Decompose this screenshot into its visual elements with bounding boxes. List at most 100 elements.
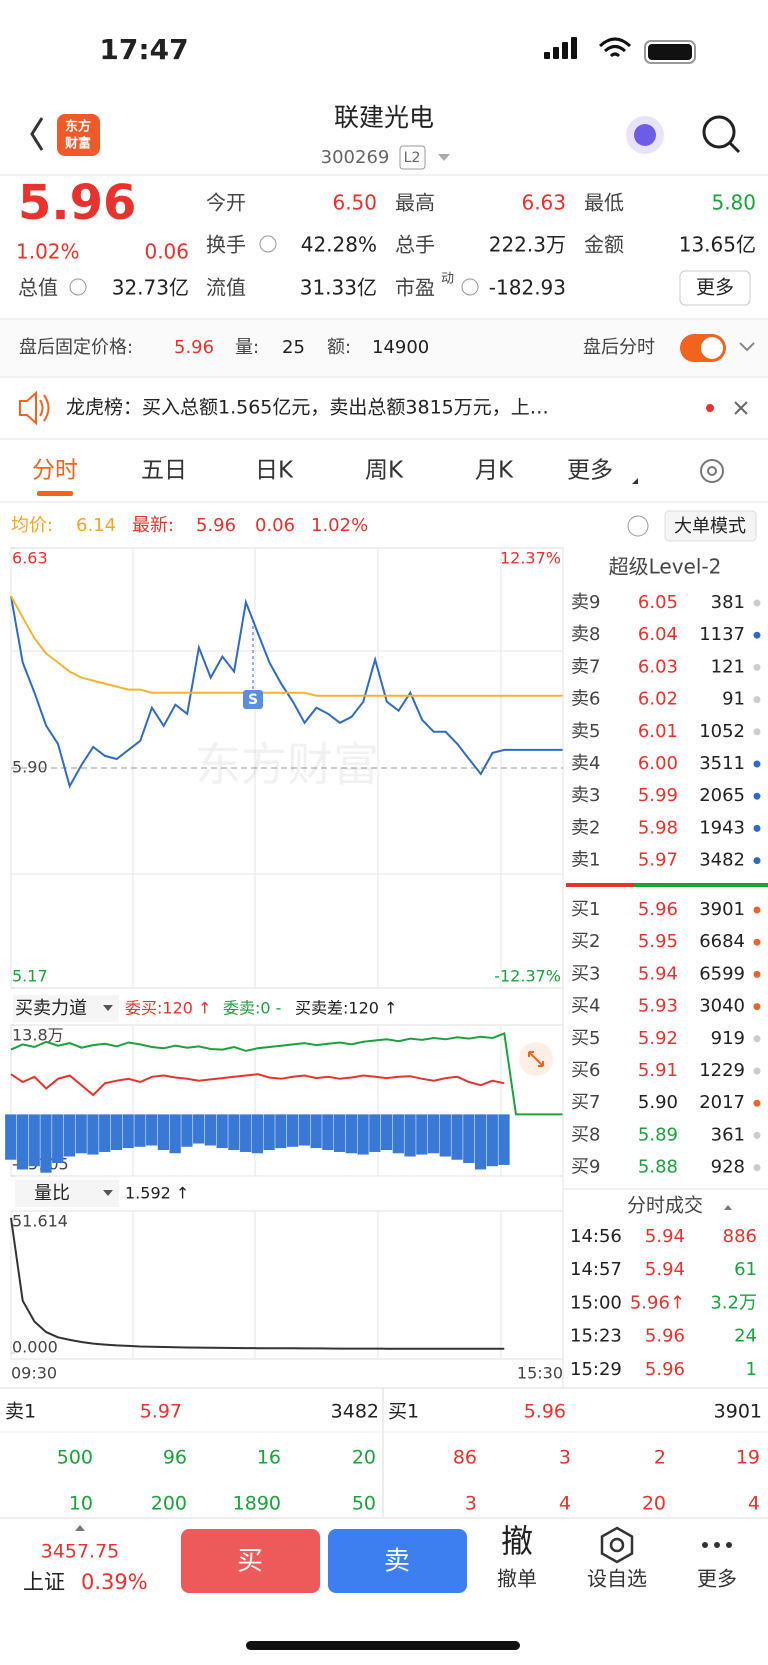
book-price: 6.03 xyxy=(638,656,678,677)
bar xyxy=(240,1114,252,1152)
book-price: 5.96 xyxy=(638,899,678,920)
sell-button[interactable] xyxy=(328,1529,467,1593)
book-volume: 381 xyxy=(711,592,745,613)
close-icon[interactable] xyxy=(734,401,748,415)
depth-label: 卖1 xyxy=(5,1401,36,1423)
more-dot xyxy=(726,1542,732,1548)
bar xyxy=(427,1114,440,1154)
watch-icon-center xyxy=(609,1537,625,1553)
bar xyxy=(287,1114,299,1147)
battery xyxy=(644,40,696,64)
pct-label: -12.37% xyxy=(494,967,561,986)
buy-button[interactable] xyxy=(181,1529,320,1593)
queue-volume: 500 xyxy=(57,1447,93,1469)
mode-button[interactable] xyxy=(664,510,757,542)
stock-code: 300269 xyxy=(321,147,390,168)
speaker-icon xyxy=(19,390,50,426)
tab[interactable]: 周K xyxy=(365,458,404,484)
book-label: 买6 xyxy=(571,1060,600,1081)
book-dot xyxy=(753,1131,761,1139)
book-label: 买1 xyxy=(571,899,600,920)
bar xyxy=(486,1114,498,1167)
tab[interactable]: 分时 xyxy=(32,458,78,484)
book-volume: 1052 xyxy=(699,721,745,742)
queue-volume: 200 xyxy=(151,1493,187,1515)
toggle-label: 盘后分时 xyxy=(583,337,655,358)
tab[interactable]: 五日 xyxy=(141,458,187,484)
more-label[interactable]: 更多 xyxy=(697,1567,737,1591)
book-dot xyxy=(753,663,761,671)
bar xyxy=(52,1114,64,1163)
queue-volume: 3 xyxy=(465,1493,477,1515)
book-dot xyxy=(753,599,761,607)
after-hours-label: 量: xyxy=(235,337,259,358)
bar xyxy=(5,1114,17,1160)
dropdown[interactable] xyxy=(13,995,119,1022)
settings-icon[interactable] xyxy=(700,459,724,483)
queue-volume: 10 xyxy=(69,1493,93,1515)
stat-label: 最高 xyxy=(395,191,435,215)
trade-volume: 3.2万 xyxy=(710,1292,757,1313)
buy-label[interactable]: 买 xyxy=(237,1547,263,1577)
cancel-label[interactable]: 撤单 xyxy=(497,1567,537,1591)
logo-text: 财富 xyxy=(65,136,91,152)
back-button[interactable] xyxy=(30,117,44,151)
bar xyxy=(392,1114,404,1154)
watermark: 东方财富 xyxy=(195,738,379,792)
search-icon[interactable] xyxy=(702,115,736,149)
more-button[interactable] xyxy=(679,270,751,306)
bar xyxy=(322,1114,334,1151)
dropdown[interactable] xyxy=(15,1180,119,1207)
bar xyxy=(298,1114,310,1146)
pct-label: 12.37% xyxy=(500,549,561,568)
bar xyxy=(181,1114,193,1147)
index-value: 3457.75 xyxy=(41,1541,120,1563)
book-price: 6.04 xyxy=(638,624,678,645)
indicator-name[interactable]: 量比 xyxy=(34,1183,70,1204)
indicator-name[interactable]: 买卖力道 xyxy=(15,998,87,1019)
signal-bar xyxy=(544,52,550,59)
last-label: 最新: xyxy=(132,515,174,536)
book-price: 5.92 xyxy=(638,1028,678,1049)
indicator-value: 1.592 ↑ xyxy=(125,1184,189,1203)
depth-label: 买1 xyxy=(388,1401,419,1423)
book-dot xyxy=(753,938,761,946)
trade-volume: 24 xyxy=(734,1326,757,1347)
tab[interactable]: 更多 xyxy=(567,458,613,484)
bar xyxy=(193,1114,205,1144)
book-dot xyxy=(753,1067,761,1075)
stat-label: 总值 xyxy=(18,276,58,300)
bar xyxy=(404,1114,416,1157)
book-dot xyxy=(753,1099,761,1107)
tab-underline xyxy=(37,491,73,496)
mode-label[interactable]: 大单模式 xyxy=(674,516,746,537)
depth-volume: 3901 xyxy=(714,1401,762,1423)
watch-label[interactable]: 设自选 xyxy=(587,1567,647,1591)
stat-label: 流值 xyxy=(206,276,246,300)
stat-value: 31.33亿 xyxy=(300,276,377,300)
book-volume: 3901 xyxy=(699,899,745,920)
trade-time: 15:23 xyxy=(570,1326,622,1347)
queue-volume: 2 xyxy=(654,1447,666,1469)
book-label: 卖5 xyxy=(571,721,600,742)
stat-sup: 动 xyxy=(441,272,454,287)
marker-box xyxy=(243,690,263,709)
book-dot xyxy=(753,631,761,639)
more-button-label[interactable]: 更多 xyxy=(696,277,734,299)
sell-label[interactable]: 卖 xyxy=(384,1547,410,1577)
book-price: 6.00 xyxy=(638,753,678,774)
tab[interactable]: 日K xyxy=(255,458,294,484)
series-line xyxy=(10,595,563,697)
bar xyxy=(16,1114,29,1170)
bar xyxy=(451,1114,463,1160)
book-price: 5.95 xyxy=(638,931,678,952)
bar xyxy=(169,1114,181,1154)
after-hours-bg xyxy=(0,320,768,376)
queue-volume: 50 xyxy=(352,1493,376,1515)
notice-text[interactable]: 龙虎榜：买入总额1.565亿元，卖出总额3815万元，上… xyxy=(66,397,549,419)
stat-value: -182.93 xyxy=(489,276,566,300)
logo-text: 东方 xyxy=(65,119,91,135)
cancel-icon[interactable]: 撤 xyxy=(501,1522,533,1560)
tab[interactable]: 月K xyxy=(475,458,514,484)
